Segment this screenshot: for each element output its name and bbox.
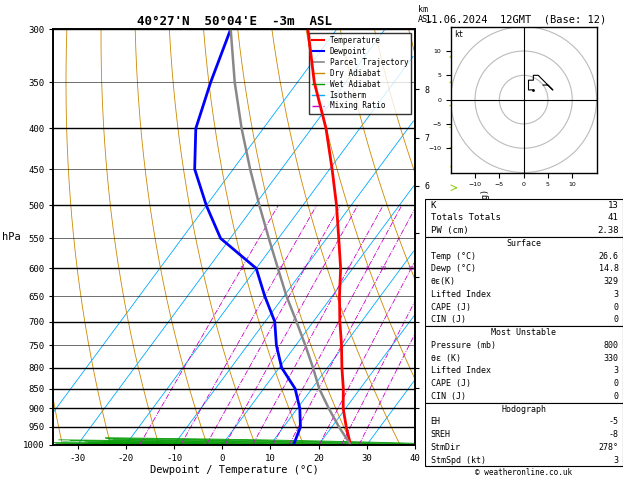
Bar <box>425 237 623 326</box>
Text: 8: 8 <box>365 266 369 271</box>
Text: kt: kt <box>454 30 463 39</box>
Text: Dewp (°C): Dewp (°C) <box>430 264 476 274</box>
Text: 4: 4 <box>321 266 325 271</box>
Text: Most Unstable: Most Unstable <box>491 328 556 337</box>
Bar <box>425 199 623 237</box>
Text: 278°: 278° <box>599 443 619 452</box>
Text: km
ASL: km ASL <box>418 5 433 24</box>
Text: 800: 800 <box>604 341 619 350</box>
Text: 330: 330 <box>604 354 619 363</box>
Text: θε (K): θε (K) <box>430 354 460 363</box>
Text: CAPE (J): CAPE (J) <box>430 303 470 312</box>
Text: 2: 2 <box>279 266 282 271</box>
Text: EH: EH <box>430 417 440 426</box>
X-axis label: Dewpoint / Temperature (°C): Dewpoint / Temperature (°C) <box>150 466 319 475</box>
Legend: Temperature, Dewpoint, Parcel Trajectory, Dry Adiabat, Wet Adiabat, Isotherm, Mi: Temperature, Dewpoint, Parcel Trajectory… <box>309 33 411 114</box>
Text: 41: 41 <box>608 213 619 223</box>
Text: 10: 10 <box>379 266 386 271</box>
Text: -8: -8 <box>609 430 619 439</box>
Text: -5: -5 <box>609 417 619 426</box>
Text: 0: 0 <box>614 392 619 401</box>
Text: 3: 3 <box>614 455 619 465</box>
Text: Totals Totals: Totals Totals <box>430 213 501 223</box>
Text: 329: 329 <box>604 277 619 286</box>
Title: 40°27'N  50°04'E  -3m  ASL: 40°27'N 50°04'E -3m ASL <box>136 15 332 28</box>
Text: 15: 15 <box>408 266 415 271</box>
Y-axis label: hPa: hPa <box>3 232 21 242</box>
Text: 1: 1 <box>240 266 243 271</box>
Text: 3: 3 <box>614 366 619 375</box>
Text: 6: 6 <box>347 266 350 271</box>
Text: Temp (°C): Temp (°C) <box>430 252 476 260</box>
Text: 14.8: 14.8 <box>599 264 619 274</box>
Text: CAPE (J): CAPE (J) <box>430 379 470 388</box>
Text: PW (cm): PW (cm) <box>430 226 468 235</box>
Text: SREH: SREH <box>430 430 450 439</box>
Text: 3: 3 <box>303 266 306 271</box>
Text: Lifted Index: Lifted Index <box>430 366 491 375</box>
Text: 3: 3 <box>614 290 619 299</box>
Text: 0: 0 <box>614 303 619 312</box>
Text: 0: 0 <box>614 315 619 325</box>
Y-axis label: Mixing Ratio (g/kg): Mixing Ratio (g/kg) <box>481 190 490 284</box>
Text: 11.06.2024  12GMT  (Base: 12): 11.06.2024 12GMT (Base: 12) <box>425 14 606 24</box>
Text: StmDir: StmDir <box>430 443 460 452</box>
Text: Lifted Index: Lifted Index <box>430 290 491 299</box>
Text: 0: 0 <box>614 379 619 388</box>
Text: θε(K): θε(K) <box>430 277 455 286</box>
Text: 13: 13 <box>608 201 619 210</box>
Text: K: K <box>430 201 436 210</box>
Text: Pressure (mb): Pressure (mb) <box>430 341 496 350</box>
Text: 2.38: 2.38 <box>598 226 619 235</box>
Text: Surface: Surface <box>506 239 541 248</box>
Text: 26.6: 26.6 <box>599 252 619 260</box>
Text: CIN (J): CIN (J) <box>430 315 465 325</box>
Bar <box>425 403 623 467</box>
Text: Hodograph: Hodograph <box>501 405 546 414</box>
Bar <box>425 326 623 403</box>
Text: CIN (J): CIN (J) <box>430 392 465 401</box>
Text: StmSpd (kt): StmSpd (kt) <box>430 455 486 465</box>
Text: © weatheronline.co.uk: © weatheronline.co.uk <box>475 468 572 477</box>
